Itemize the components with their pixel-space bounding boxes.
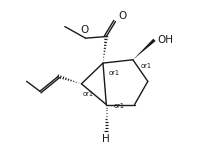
Text: O: O xyxy=(118,11,126,21)
Text: or1: or1 xyxy=(83,91,94,97)
Text: or1: or1 xyxy=(140,63,151,69)
Text: OH: OH xyxy=(157,35,173,45)
Polygon shape xyxy=(133,39,156,60)
Text: O: O xyxy=(81,25,89,35)
Text: or1: or1 xyxy=(109,70,120,76)
Text: H: H xyxy=(102,134,110,144)
Text: or1: or1 xyxy=(114,103,125,109)
